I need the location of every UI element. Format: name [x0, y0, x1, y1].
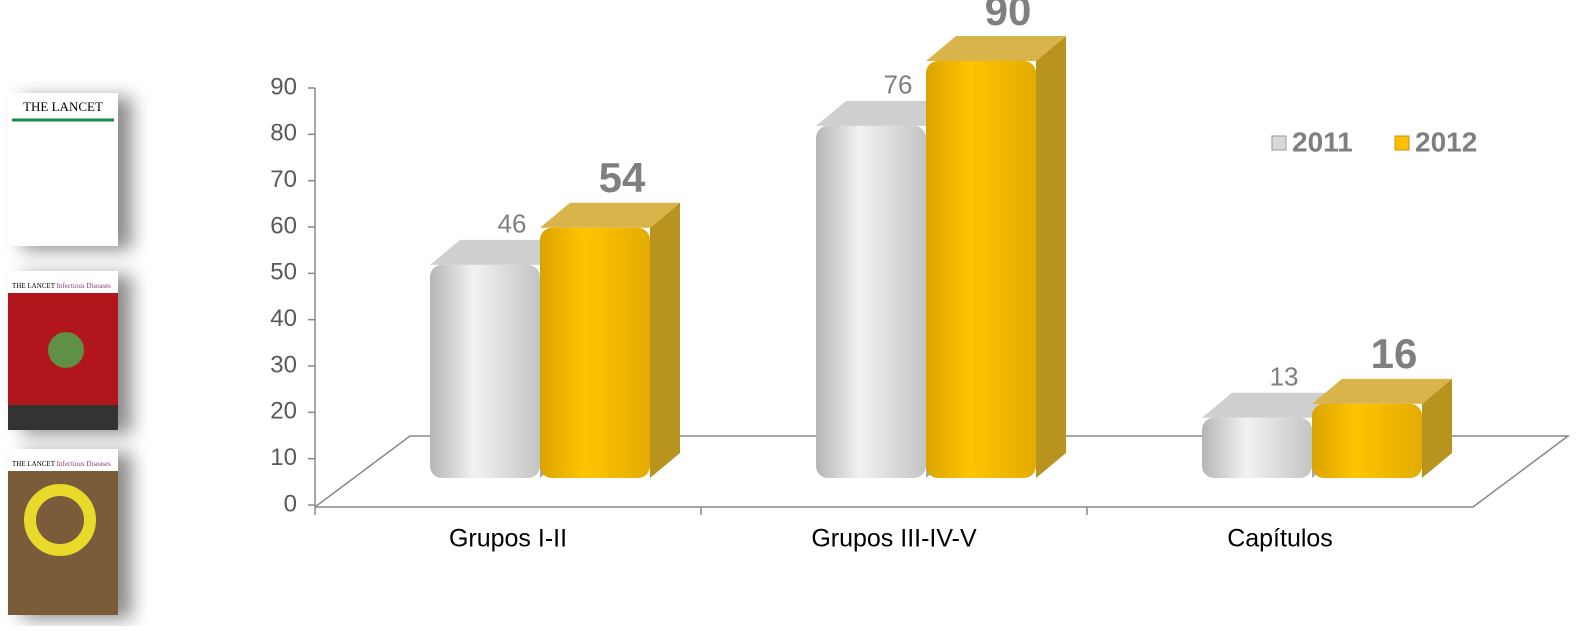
value-label: 16	[1371, 330, 1418, 377]
legend-label: 2011	[1292, 126, 1353, 157]
cover	[8, 93, 118, 246]
value-label: 90	[985, 0, 1032, 34]
bar	[926, 61, 1036, 478]
chart: THE LANCET THE LANCET Infectious Disease…	[0, 0, 1596, 626]
y-tick-label: 10	[270, 444, 297, 471]
x-tick-label: Grupos III-IV-V	[811, 525, 977, 553]
bar	[1202, 418, 1312, 478]
y-tick-label: 70	[270, 166, 297, 193]
bar-side	[1036, 36, 1066, 478]
bar-side	[650, 203, 680, 478]
cover-title: THE LANCET Infectious Diseases	[12, 282, 111, 290]
value-label: 13	[1270, 362, 1299, 392]
bar	[1312, 404, 1422, 478]
y-tick-label: 90	[270, 73, 297, 100]
cover	[8, 449, 118, 615]
y-tick-label: 80	[270, 120, 297, 147]
value-label: 54	[599, 154, 646, 201]
cover-subtitle: Infectious Diseases	[57, 282, 112, 290]
cover-art	[48, 332, 84, 368]
y-tick-label: 0	[284, 490, 297, 517]
cover-title: THE LANCET	[12, 460, 56, 468]
cover-title: THE LANCET	[12, 282, 56, 290]
y-tick-label: 30	[270, 351, 297, 378]
bar	[540, 228, 650, 478]
legend-label: 2012	[1415, 126, 1477, 157]
value-label: 76	[884, 70, 913, 100]
value-label: 46	[498, 209, 527, 239]
y-tick-label: 40	[270, 305, 297, 332]
legend-swatch	[1395, 136, 1409, 150]
x-tick-label: Grupos I-II	[449, 525, 567, 553]
cover-footer	[8, 405, 118, 430]
covers: THE LANCET THE LANCET Infectious Disease…	[8, 93, 118, 615]
page: {"covers": [{"title": "THE LANCET"}, {"t…	[0, 0, 1596, 631]
legend-swatch	[1272, 136, 1286, 150]
cover-title: THE LANCET Infectious Diseases	[12, 460, 111, 468]
y-tick-label: 20	[270, 398, 297, 425]
cover-title: THE LANCET	[23, 99, 103, 114]
cover-subtitle: Infectious Diseases	[57, 460, 112, 468]
y-tick-label: 60	[270, 212, 297, 239]
bar	[816, 126, 926, 478]
bar	[430, 265, 540, 478]
x-tick-label: Capítulos	[1227, 525, 1333, 553]
y-tick-label: 50	[270, 259, 297, 286]
